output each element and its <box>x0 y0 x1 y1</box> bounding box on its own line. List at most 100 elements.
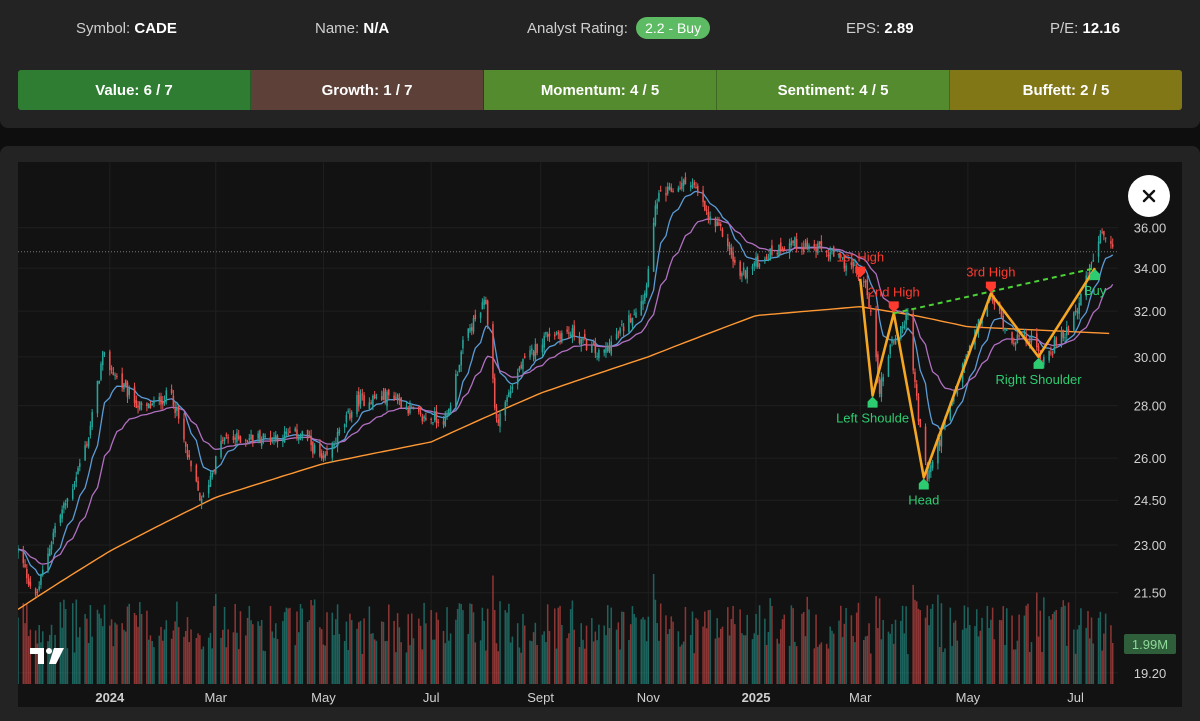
volume-bar <box>1053 611 1056 684</box>
candle-body <box>407 409 409 414</box>
y-tick-label: 34.00 <box>1134 261 1167 276</box>
candle-body <box>681 182 683 189</box>
candle-body <box>1078 303 1080 314</box>
price-chart[interactable]: 1st High 2nd High 3rd High Left Shoulde Head… <box>18 162 1182 707</box>
candle-body <box>412 407 415 410</box>
candle-body <box>707 211 710 219</box>
volume-bar <box>582 639 584 684</box>
candle-body <box>903 325 906 329</box>
candle-body <box>497 419 500 424</box>
volume-bar <box>492 575 494 684</box>
volume-bar <box>273 637 275 684</box>
volume-bar <box>568 633 570 684</box>
candle-body <box>619 328 621 334</box>
momentum-score[interactable]: Momentum: 4 / 5 <box>484 70 717 110</box>
chart-area[interactable]: 1st High 2nd High 3rd High Left Shoulde Head… <box>18 162 1182 707</box>
volume-bar <box>29 629 32 684</box>
volume-bar <box>1028 651 1031 684</box>
candle-body <box>764 258 766 262</box>
candle-body <box>905 312 907 325</box>
candle-body <box>299 435 302 439</box>
candle-body <box>831 249 833 251</box>
candle-body <box>462 339 464 349</box>
volume-bar <box>631 606 634 684</box>
volume-bar <box>531 641 533 684</box>
candle-body <box>718 222 720 226</box>
volume-bar <box>407 614 409 684</box>
volume-bar <box>825 643 828 684</box>
candle-body <box>924 426 927 462</box>
y-tick-label: 30.00 <box>1134 350 1167 365</box>
volume-bar <box>942 652 944 684</box>
candle-body <box>398 397 401 400</box>
volume-bar <box>580 623 583 684</box>
candle-body <box>931 461 934 469</box>
volume-bar <box>681 644 683 684</box>
candle-body <box>1048 350 1050 361</box>
candle-body <box>1064 337 1066 339</box>
volume-bar <box>808 609 810 684</box>
volume-bar <box>806 596 809 684</box>
volume-bar <box>545 642 547 684</box>
volume-bar <box>771 605 773 684</box>
volume-bar <box>975 609 978 684</box>
volume-bar <box>1076 629 1079 684</box>
sentiment-score[interactable]: Sentiment: 4 / 5 <box>717 70 950 110</box>
volume-bar <box>594 631 597 684</box>
volume-bar <box>719 628 722 684</box>
x-tick-label: Nov <box>637 690 661 705</box>
volume-bar <box>174 621 176 684</box>
volume-bar <box>991 607 994 684</box>
candle-body <box>573 325 575 337</box>
candle-body <box>956 385 959 395</box>
candle-body <box>248 438 251 440</box>
y-tick-label: 28.00 <box>1134 399 1167 414</box>
volume-bar <box>1043 597 1045 684</box>
candle-body <box>608 344 611 352</box>
volume-bar <box>647 616 650 684</box>
candle-body <box>804 243 807 249</box>
volume-bar <box>665 615 667 684</box>
volume-bar <box>553 608 556 684</box>
candle-body <box>472 318 475 332</box>
volume-bar <box>269 605 272 684</box>
symbol-value: CADE <box>134 20 177 37</box>
buffett-score[interactable]: Buffett: 2 / 5 <box>950 70 1182 110</box>
name-value: N/A <box>363 20 390 37</box>
volume-bar <box>1013 649 1015 684</box>
candle-body <box>308 435 311 437</box>
volume-bar <box>294 645 296 684</box>
candle-body <box>481 302 484 310</box>
volume-bar <box>1030 642 1033 684</box>
candle-body <box>1023 332 1026 335</box>
volume-bar <box>670 616 673 684</box>
candle-body <box>1016 334 1019 344</box>
candle-body <box>596 355 598 357</box>
volume-bar <box>882 619 884 684</box>
volume-bar <box>96 609 99 684</box>
volume-bar <box>190 629 192 684</box>
volume-bar <box>483 620 485 684</box>
volume-bar <box>469 603 471 684</box>
volume-bar <box>319 627 321 684</box>
volume-bar <box>702 626 704 684</box>
value-score[interactable]: Value: 6 / 7 <box>18 70 251 110</box>
candle-body <box>96 380 99 414</box>
candle-body <box>87 438 90 447</box>
volume-bar <box>892 643 895 684</box>
volume-bar <box>866 635 869 684</box>
growth-score[interactable]: Growth: 1 / 7 <box>251 70 484 110</box>
volume-bar <box>850 615 853 684</box>
candle-body <box>437 421 439 423</box>
candle-body <box>449 405 452 412</box>
volume-bar <box>100 618 102 684</box>
volume-badge-label: 1.99M <box>1132 637 1168 652</box>
volume-bar <box>386 640 388 684</box>
candle-body <box>1018 335 1020 337</box>
volume-bar <box>446 607 448 684</box>
close-icon[interactable] <box>1128 175 1170 217</box>
volume-bar <box>299 604 302 684</box>
candle-body <box>912 313 914 371</box>
volume-bar <box>165 620 168 684</box>
candle-body <box>114 374 116 376</box>
